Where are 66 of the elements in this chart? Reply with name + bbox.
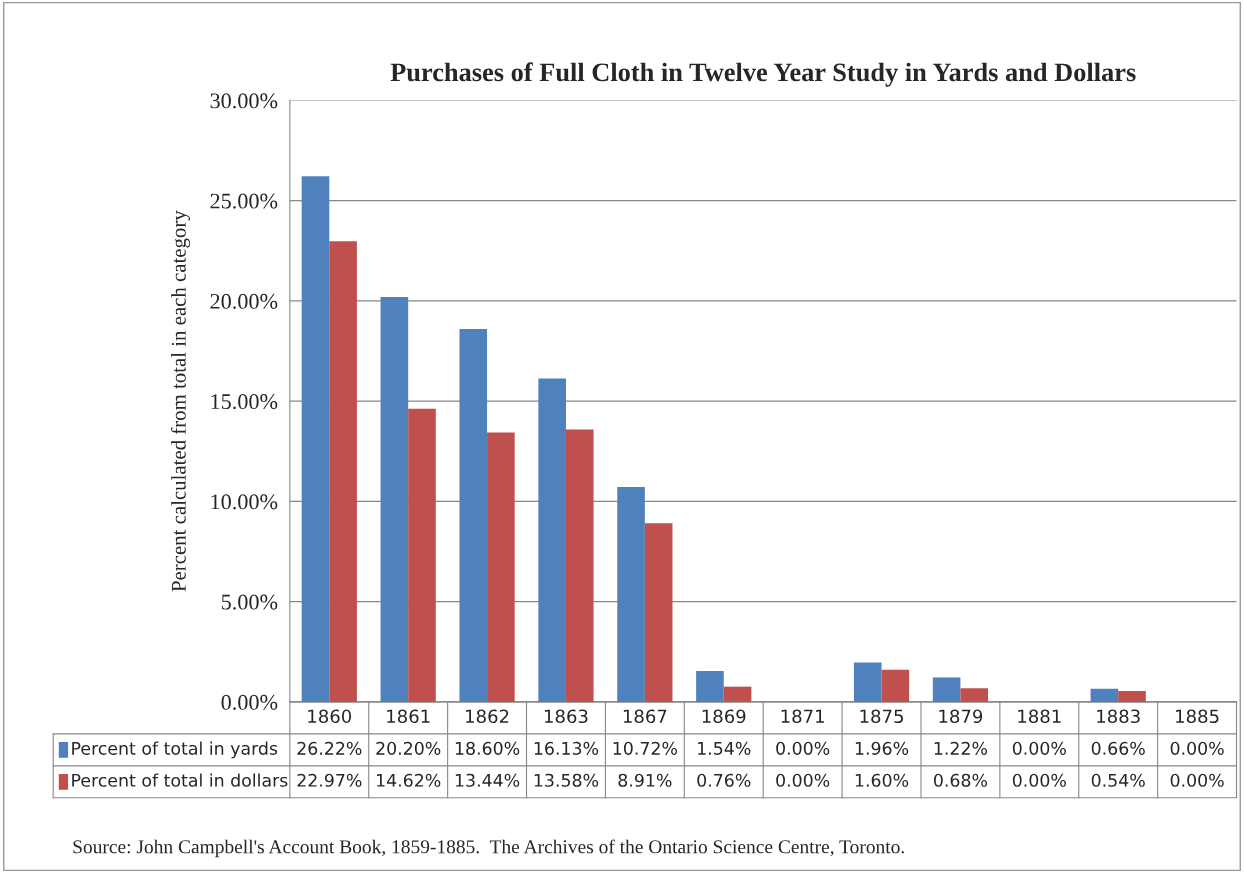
data-label: 0.00%	[776, 741, 830, 755]
source-note: Source: John Campbell's Account Book, 1859-1885. The Archives of the Ontario Science Centre, Toronto.	[73, 839, 904, 858]
y-axis-title: Percent calculated from total in each category	[170, 210, 191, 592]
data-label: 0.00%	[1012, 773, 1066, 787]
data-label: 10.72%	[613, 741, 677, 755]
data-label: 0.76%	[697, 773, 751, 787]
x-tick-label: 1869	[702, 709, 746, 724]
bar	[538, 378, 566, 702]
data-label: 8.91%	[618, 773, 672, 787]
y-tick-label: 10.00%	[211, 494, 278, 510]
bar	[881, 669, 910, 702]
data-label: 1.60%	[855, 773, 909, 787]
y-tick-label: 20.00%	[210, 293, 278, 309]
bar	[329, 241, 357, 702]
data-label: 13.44%	[455, 773, 520, 787]
bar	[301, 176, 330, 702]
data-label: 0.66%	[1091, 741, 1145, 755]
x-tick-label: 1861	[387, 709, 430, 724]
bar	[380, 296, 409, 702]
data-label: 1.22%	[934, 741, 988, 755]
data-label: 22.97%	[297, 773, 362, 787]
data-label: 26.22%	[297, 741, 362, 755]
data-label: 0.00%	[1170, 773, 1224, 787]
x-tick-label: 1863	[544, 709, 588, 724]
data-label: 1.54%	[698, 741, 751, 755]
y-tick-label: 15.00%	[211, 394, 278, 410]
bar	[960, 688, 989, 702]
bar	[1090, 688, 1119, 702]
y-tick-label: 5.00%	[221, 594, 278, 610]
bar	[408, 408, 436, 702]
bar	[723, 686, 752, 702]
bar	[853, 662, 882, 702]
bar	[932, 677, 961, 702]
data-label: 18.60%	[455, 741, 520, 755]
y-tick-label: 0.00%	[221, 694, 278, 710]
data-label: 20.20%	[376, 741, 441, 755]
data-label: 0.00%	[1170, 741, 1224, 755]
data-label: 0.00%	[1012, 741, 1066, 755]
legend-label: Percent of total in dollars	[72, 773, 288, 787]
chart-title: Purchases of Full Cloth in Twelve Year Study in Yards and Dollars	[390, 62, 1136, 87]
legend-label: Percent of total in yards	[72, 741, 278, 759]
data-label: 0.54%	[1091, 773, 1145, 787]
x-tick-label: 1867	[623, 709, 667, 724]
x-tick-label: 1875	[860, 709, 903, 724]
bar	[696, 671, 724, 702]
bar	[617, 486, 645, 702]
y-tick-label: 30.00%	[210, 93, 278, 109]
data-label: 0.00%	[776, 773, 830, 787]
data-label: 0.68%	[933, 773, 988, 787]
bar	[487, 432, 515, 702]
bar	[459, 328, 488, 702]
x-tick-label: 1885	[1176, 709, 1219, 724]
bar	[1118, 691, 1146, 702]
x-tick-label: 1883	[1097, 709, 1140, 724]
data-label: 13.58%	[534, 773, 599, 787]
y-tick-label: 25.00%	[210, 193, 278, 209]
x-tick-label: 1860	[308, 709, 352, 724]
x-tick-label: 1879	[939, 709, 983, 724]
data-label: 16.13%	[534, 741, 599, 755]
bar	[565, 429, 594, 702]
x-tick-label: 1862	[466, 709, 509, 724]
x-tick-label: 1881	[1018, 709, 1061, 724]
data-label: 1.96%	[855, 741, 909, 755]
x-tick-label: 1871	[781, 709, 824, 724]
bar	[644, 523, 673, 702]
data-label: 14.62%	[377, 773, 441, 787]
